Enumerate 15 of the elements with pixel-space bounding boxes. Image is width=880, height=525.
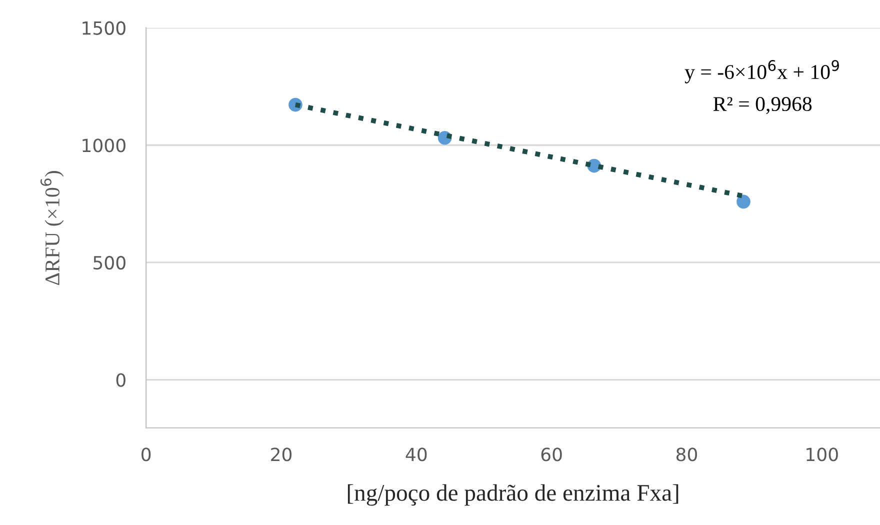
x-axis-title: [ng/poço de padrão de enzima Fxa] [348,484,678,506]
x-tick-label: 0 [142,448,151,462]
y-tick-label: 500 [94,256,126,270]
y-tick-label: 1500 [82,21,126,35]
x-tick-label: 40 [406,448,427,462]
point [736,194,750,209]
annotation: y = -6×10$^{6}$x + 10$^{9}$ [684,60,839,84]
x-tick-label: 100 [806,448,838,462]
y-axis-title: ΔRFU (×10$^{6}$) [40,171,64,285]
x-tick-label: 20 [271,448,292,462]
annotation: R² = 0,9968 [713,96,812,114]
y-tick-label: 1000 [82,138,126,152]
x-tick-label: 80 [676,448,698,462]
x-tick-label: 60 [541,448,562,462]
y-tick-label: 0 [116,373,126,387]
